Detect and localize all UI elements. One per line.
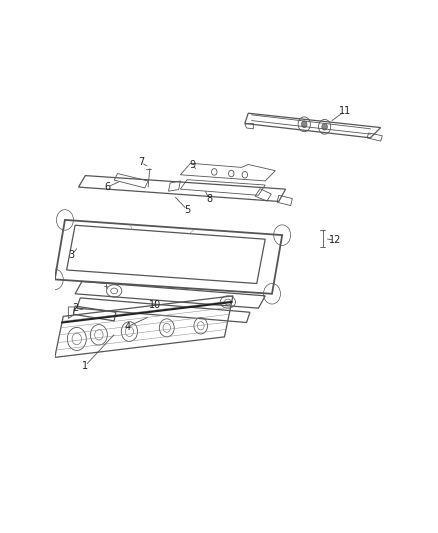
Text: 10: 10 — [149, 300, 161, 310]
Text: 1: 1 — [82, 361, 88, 370]
Text: 8: 8 — [206, 193, 212, 204]
Text: 2: 2 — [72, 303, 78, 313]
Text: 7: 7 — [138, 157, 145, 167]
Text: 11: 11 — [339, 106, 351, 116]
Text: 12: 12 — [328, 236, 341, 245]
Text: 5: 5 — [184, 205, 190, 215]
Text: 9: 9 — [189, 159, 195, 169]
Text: 6: 6 — [104, 182, 110, 192]
Text: 4: 4 — [125, 321, 131, 332]
Text: 3: 3 — [69, 250, 75, 260]
Circle shape — [322, 124, 327, 130]
Circle shape — [301, 121, 307, 127]
